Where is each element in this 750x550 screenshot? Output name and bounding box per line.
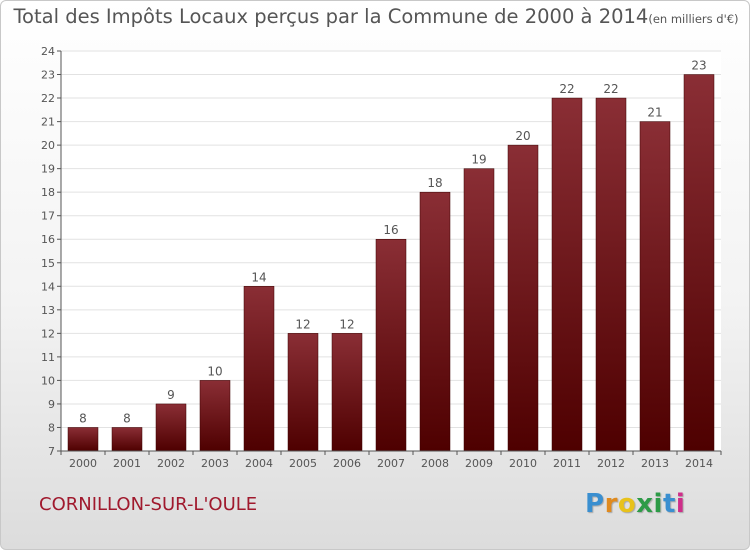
- x-tick-label: 2009: [465, 457, 493, 470]
- bar: [243, 286, 275, 452]
- value-label: 23: [691, 59, 706, 73]
- logo-letter: i: [653, 489, 663, 519]
- x-tick-label: 2001: [113, 457, 141, 470]
- y-tick-label: 17: [41, 210, 55, 223]
- value-label: 16: [383, 223, 398, 237]
- bar: [551, 97, 583, 452]
- bar: [419, 191, 451, 452]
- value-label: 21: [647, 106, 662, 120]
- y-tick-label: 20: [41, 139, 55, 152]
- x-tick-label: 2006: [333, 457, 361, 470]
- y-tick-label: 14: [41, 280, 55, 293]
- value-label: 8: [123, 411, 131, 425]
- value-label: 12: [339, 317, 354, 331]
- y-tick-label: 15: [41, 257, 55, 270]
- y-tick-label: 22: [41, 92, 55, 105]
- logo-letter: P: [585, 489, 605, 519]
- value-label: 10: [207, 364, 222, 378]
- logo-letter: o: [617, 489, 637, 519]
- y-tick-label: 13: [41, 304, 55, 317]
- chart-title-unit: (en milliers d'€): [648, 12, 739, 26]
- bar: [155, 403, 187, 452]
- commune-name: CORNILLON-SUR-L'OULE: [39, 494, 258, 515]
- y-tick-label: 10: [41, 374, 55, 387]
- labels: 8 8 9 10 14 12 12 16 18 19 20 22 22 21 23: [79, 59, 706, 426]
- bar: [67, 427, 99, 452]
- x-tick-label: 2010: [509, 457, 537, 470]
- value-label: 12: [295, 317, 310, 331]
- value-label: 18: [427, 176, 442, 190]
- x-tick-label: 2008: [421, 457, 449, 470]
- chart-title-main: Total des Impôts Locaux perçus par la Co…: [13, 5, 649, 28]
- x-tick-label: 2012: [597, 457, 625, 470]
- bars: [67, 74, 715, 452]
- value-label: 8: [79, 411, 87, 425]
- bar: [111, 427, 143, 452]
- logo-letter: i: [675, 489, 686, 519]
- y-tick-label: 18: [41, 186, 55, 199]
- x-tick-label: 2014: [685, 457, 713, 470]
- x-tick-label: 2003: [201, 457, 229, 470]
- y-tick-label: 19: [41, 163, 55, 176]
- y-tick-label: 21: [41, 116, 55, 129]
- proxiti-logo[interactable]: Proxiti: [585, 489, 685, 519]
- x-tick-label: 2007: [377, 457, 405, 470]
- chart-title: Total des Impôts Locaux perçus par la Co…: [1, 5, 749, 28]
- value-label: 22: [603, 82, 618, 96]
- bar: [683, 74, 715, 452]
- y-tick-label: 16: [41, 233, 55, 246]
- y-tick-label: 24: [41, 45, 55, 58]
- value-label: 22: [559, 82, 574, 96]
- x-tick-label: 2013: [641, 457, 669, 470]
- x-tick-label: 2011: [553, 457, 581, 470]
- bar: [639, 121, 671, 452]
- x-tick-label: 2002: [157, 457, 185, 470]
- y-tick-label: 9: [48, 398, 55, 411]
- value-label: 14: [251, 270, 266, 284]
- y-tick-label: 23: [41, 69, 55, 82]
- logo-letter: x: [636, 489, 654, 519]
- y-tick-label: 12: [41, 327, 55, 340]
- y-tick-label: 8: [48, 421, 55, 434]
- x-tick-label: 2004: [245, 457, 273, 470]
- bar: [331, 333, 363, 452]
- bar: [375, 238, 407, 452]
- bar: [463, 168, 495, 452]
- y-tick-label: 11: [41, 351, 55, 364]
- y-tick-label: 7: [48, 445, 55, 458]
- value-label: 20: [515, 129, 530, 143]
- x-tick-label: 2000: [69, 457, 97, 470]
- bar: [199, 380, 231, 452]
- bar: [287, 333, 319, 452]
- logo-letter: r: [604, 489, 618, 519]
- value-label: 9: [167, 388, 175, 402]
- logo-letter: t: [662, 489, 676, 519]
- bar: [507, 144, 539, 452]
- bar: [595, 97, 627, 452]
- x-tick-label: 2005: [289, 457, 317, 470]
- axes: 7 8 9 10 11 12 13 14 15 16 17 18 19 20 21 22 23 24 2000 200…: [41, 45, 722, 470]
- value-label: 19: [471, 153, 486, 167]
